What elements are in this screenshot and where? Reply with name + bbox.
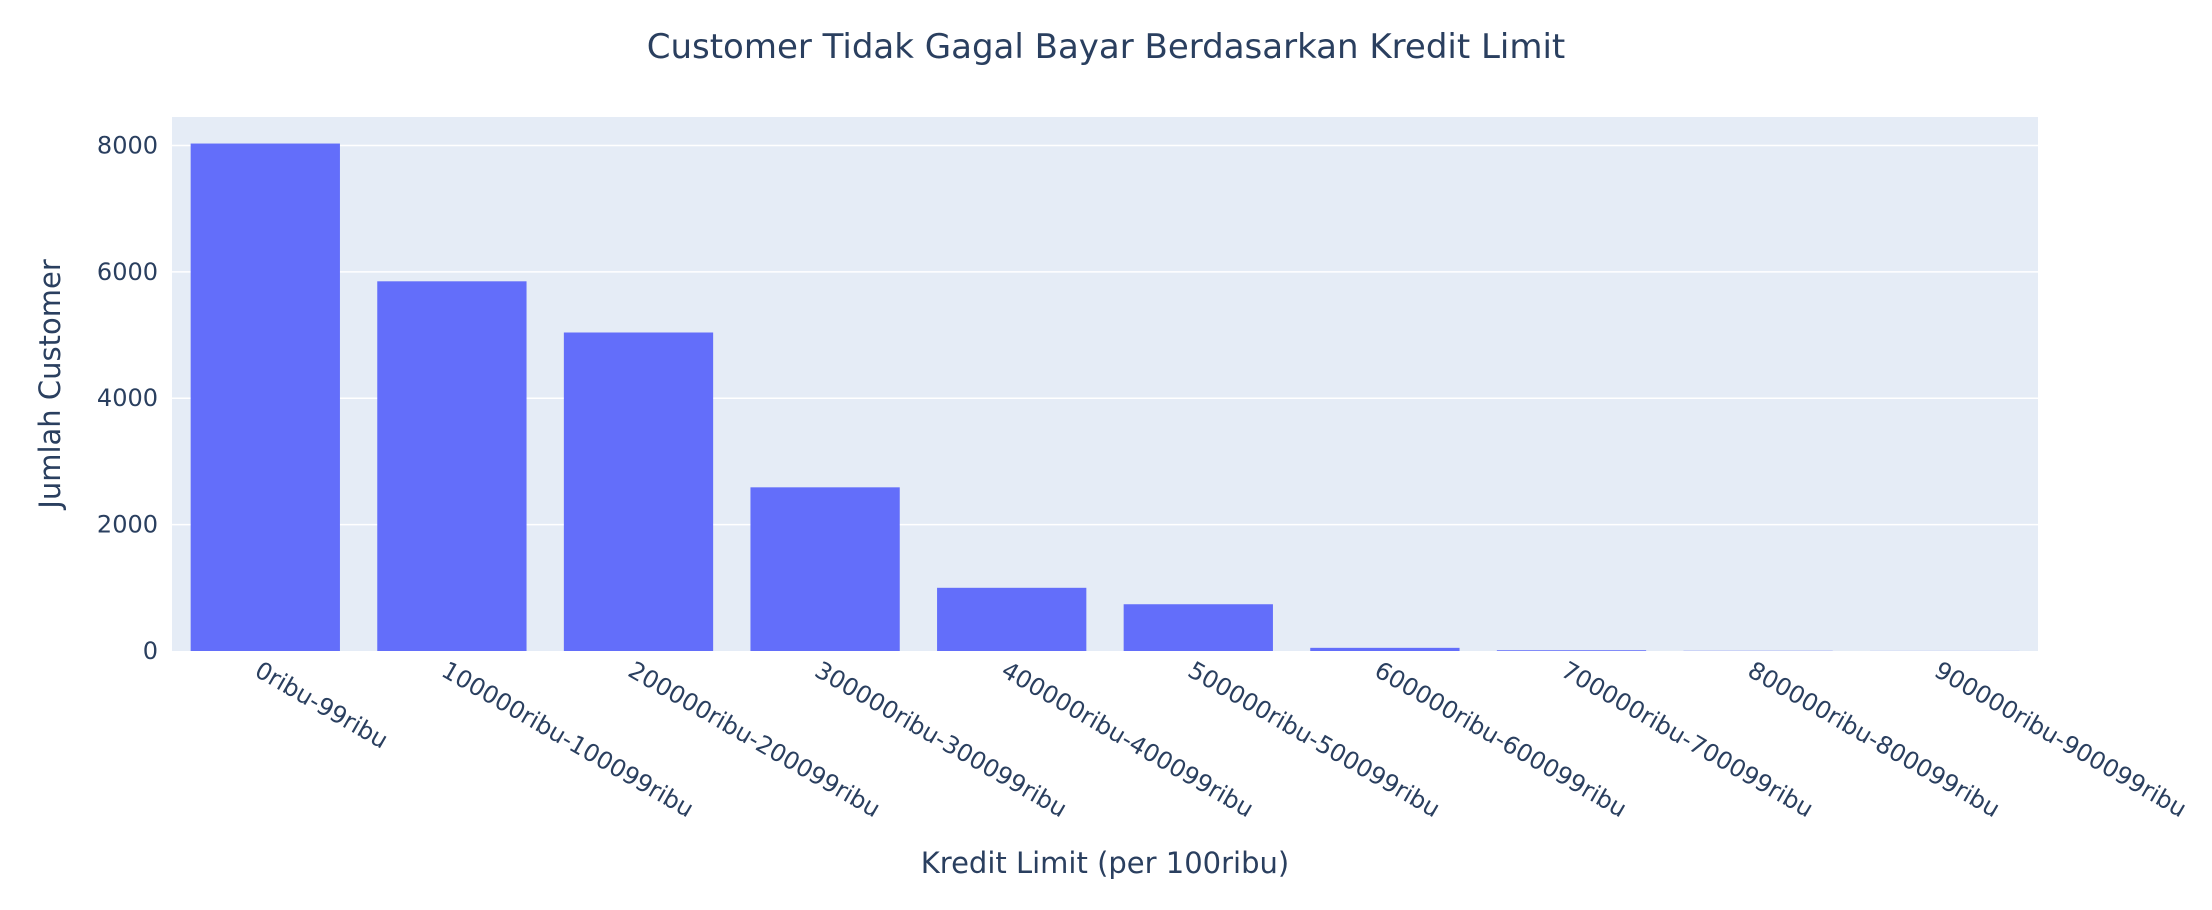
x-axis-title: Kredit Limit (per 100ribu) bbox=[921, 846, 1289, 880]
y-axis-ticks: 0 2000 4000 6000 8000 bbox=[97, 131, 158, 665]
bar-5 bbox=[937, 587, 1087, 651]
bar-1 bbox=[190, 143, 340, 652]
y-tick-label: 6000 bbox=[97, 258, 158, 286]
bar-7 bbox=[1310, 647, 1460, 651]
x-tick-label: 0ribu-99ribu bbox=[250, 656, 393, 754]
bars bbox=[190, 143, 2020, 652]
bar-3 bbox=[563, 332, 714, 651]
y-tick-label: 4000 bbox=[97, 384, 158, 412]
y-axis-title: Jumlah Customer bbox=[33, 259, 67, 511]
chart-title: Customer Tidak Gagal Bayar Berdasarkan K… bbox=[647, 27, 1566, 67]
x-axis-ticks: 0ribu-99ribu 100000ribu-100099ribu200000r… bbox=[250, 656, 2191, 823]
y-tick-label: 2000 bbox=[97, 511, 158, 539]
bar-4 bbox=[750, 487, 900, 651]
bar-6 bbox=[1123, 604, 1273, 651]
y-tick-label: 8000 bbox=[97, 131, 158, 159]
bar-2 bbox=[377, 281, 527, 651]
bar-8 bbox=[1496, 650, 1647, 651]
y-tick-label: 0 bbox=[143, 637, 158, 665]
